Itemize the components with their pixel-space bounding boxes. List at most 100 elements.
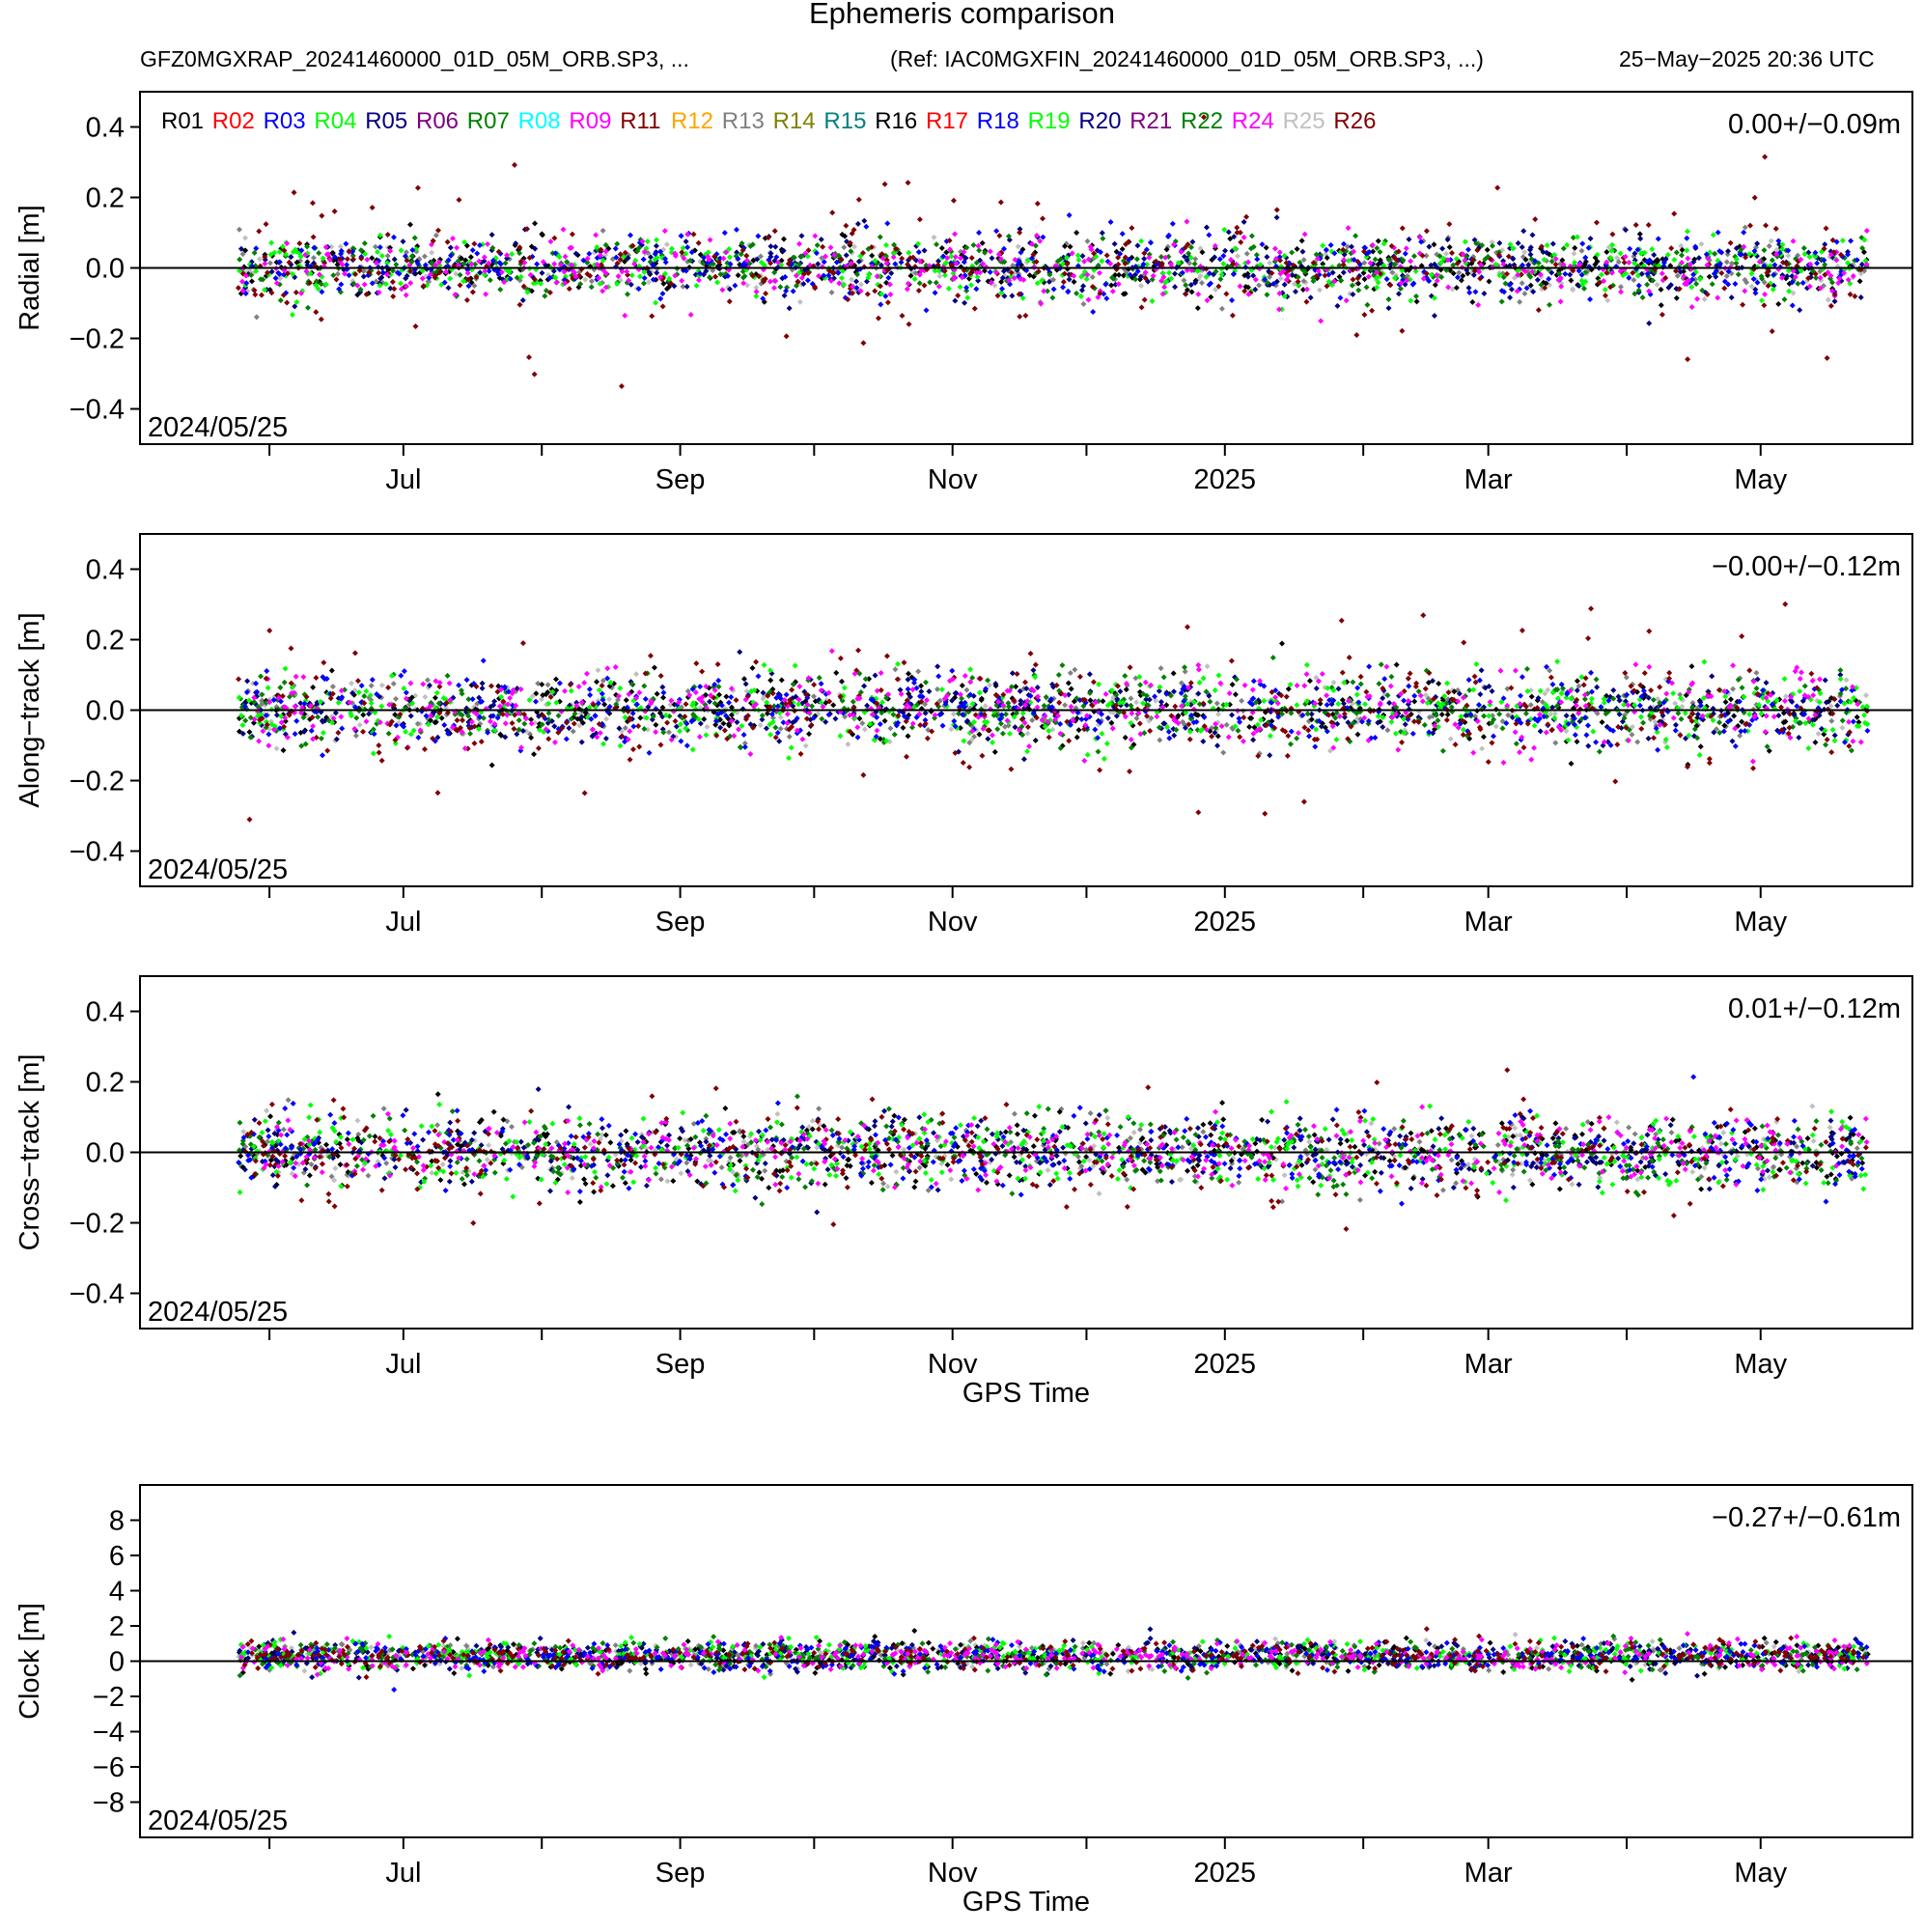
- point-R20: [387, 285, 394, 292]
- point-R19: [1196, 679, 1203, 686]
- point-R11: [1668, 245, 1675, 252]
- point-R18: [276, 259, 283, 266]
- point-R04: [961, 738, 967, 744]
- point-R07: [1043, 694, 1049, 701]
- point-R01: [1227, 236, 1234, 242]
- point-R09: [1365, 273, 1372, 280]
- point-R19: [1064, 254, 1071, 261]
- point-R07: [878, 710, 885, 716]
- point-R01: [1068, 686, 1074, 692]
- point-R25: [1672, 700, 1679, 707]
- point-R26: [1446, 221, 1453, 228]
- point-R18: [1270, 281, 1277, 288]
- point-R13: [1743, 279, 1750, 286]
- legend-entry-R24: R24: [1232, 108, 1274, 134]
- point-R04: [1380, 240, 1387, 247]
- point-R01: [369, 255, 376, 262]
- point-R13: [544, 682, 551, 688]
- point-R18: [263, 712, 269, 718]
- point-R24: [812, 233, 819, 239]
- point-R04: [1634, 272, 1641, 279]
- point-R19: [322, 281, 329, 288]
- point-R26: [1129, 225, 1135, 232]
- point-R03: [344, 262, 350, 268]
- point-R26: [884, 299, 891, 306]
- point-R18: [308, 727, 315, 734]
- point-R13: [1617, 284, 1624, 291]
- point-R09: [398, 286, 404, 293]
- point-R04: [401, 686, 407, 692]
- point-R19: [1601, 699, 1607, 706]
- point-R09: [1244, 259, 1251, 266]
- point-R05: [673, 723, 680, 730]
- point-R22: [1716, 719, 1723, 726]
- point-R09: [1038, 300, 1045, 307]
- point-R01: [1226, 701, 1233, 708]
- point-R03: [835, 269, 842, 276]
- point-R18: [1585, 244, 1592, 251]
- point-R20: [1486, 683, 1492, 689]
- point-R13: [757, 253, 764, 260]
- point-R19: [1837, 676, 1844, 683]
- point-R13: [1742, 224, 1748, 231]
- point-R05: [239, 730, 246, 737]
- point-R07: [1248, 233, 1255, 239]
- point-R19: [1524, 687, 1531, 694]
- point-R19: [1507, 241, 1514, 248]
- point-R11: [1812, 270, 1819, 277]
- point-R19: [1084, 751, 1091, 758]
- point-R11: [1477, 275, 1484, 282]
- point-R03: [741, 743, 748, 750]
- point-R22: [1610, 695, 1617, 702]
- point-R18: [1655, 236, 1661, 242]
- point-R19: [307, 270, 314, 277]
- point-R09: [468, 261, 475, 267]
- point-R13: [1223, 721, 1230, 728]
- point-R07: [1074, 290, 1080, 296]
- point-R03: [469, 696, 476, 703]
- point-R13: [384, 253, 391, 260]
- point-R07: [1694, 735, 1701, 742]
- point-R03: [1660, 260, 1667, 266]
- point-R16: [938, 245, 945, 252]
- point-R20: [1797, 307, 1803, 314]
- point-R04: [1758, 711, 1765, 717]
- point-R03: [595, 700, 601, 707]
- point-R13: [1519, 280, 1525, 287]
- point-R07: [934, 241, 940, 248]
- point-R24: [322, 244, 329, 251]
- point-R04: [1019, 710, 1026, 716]
- point-R25: [1839, 724, 1846, 731]
- point-R18: [441, 279, 448, 286]
- point-R09: [951, 273, 958, 280]
- point-R19: [957, 284, 963, 291]
- point-R19: [1801, 251, 1808, 258]
- point-R04: [915, 240, 922, 247]
- point-R03: [782, 273, 789, 280]
- point-R09: [961, 248, 967, 255]
- point-R19: [1710, 716, 1716, 723]
- point-R20: [1816, 713, 1823, 719]
- point-R09: [1095, 294, 1101, 300]
- point-R13: [1766, 242, 1772, 249]
- point-R07: [390, 267, 397, 274]
- point-R26: [805, 247, 812, 254]
- point-R19: [981, 718, 988, 725]
- point-R19: [1373, 274, 1380, 281]
- point-R18: [1523, 285, 1530, 292]
- point-R22: [248, 271, 255, 278]
- point-R24: [1762, 291, 1769, 297]
- point-R18: [552, 250, 559, 257]
- point-R22: [393, 261, 400, 267]
- point-R25: [595, 667, 601, 674]
- point-R07: [1657, 699, 1663, 706]
- point-R18: [1501, 289, 1508, 295]
- point-R03: [697, 684, 704, 690]
- point-R16: [1100, 698, 1106, 705]
- point-R24: [661, 228, 668, 235]
- point-R05: [823, 718, 829, 725]
- point-R22: [739, 274, 746, 281]
- point-R19: [941, 272, 948, 279]
- point-R01: [1447, 267, 1454, 274]
- point-R03: [1587, 296, 1594, 303]
